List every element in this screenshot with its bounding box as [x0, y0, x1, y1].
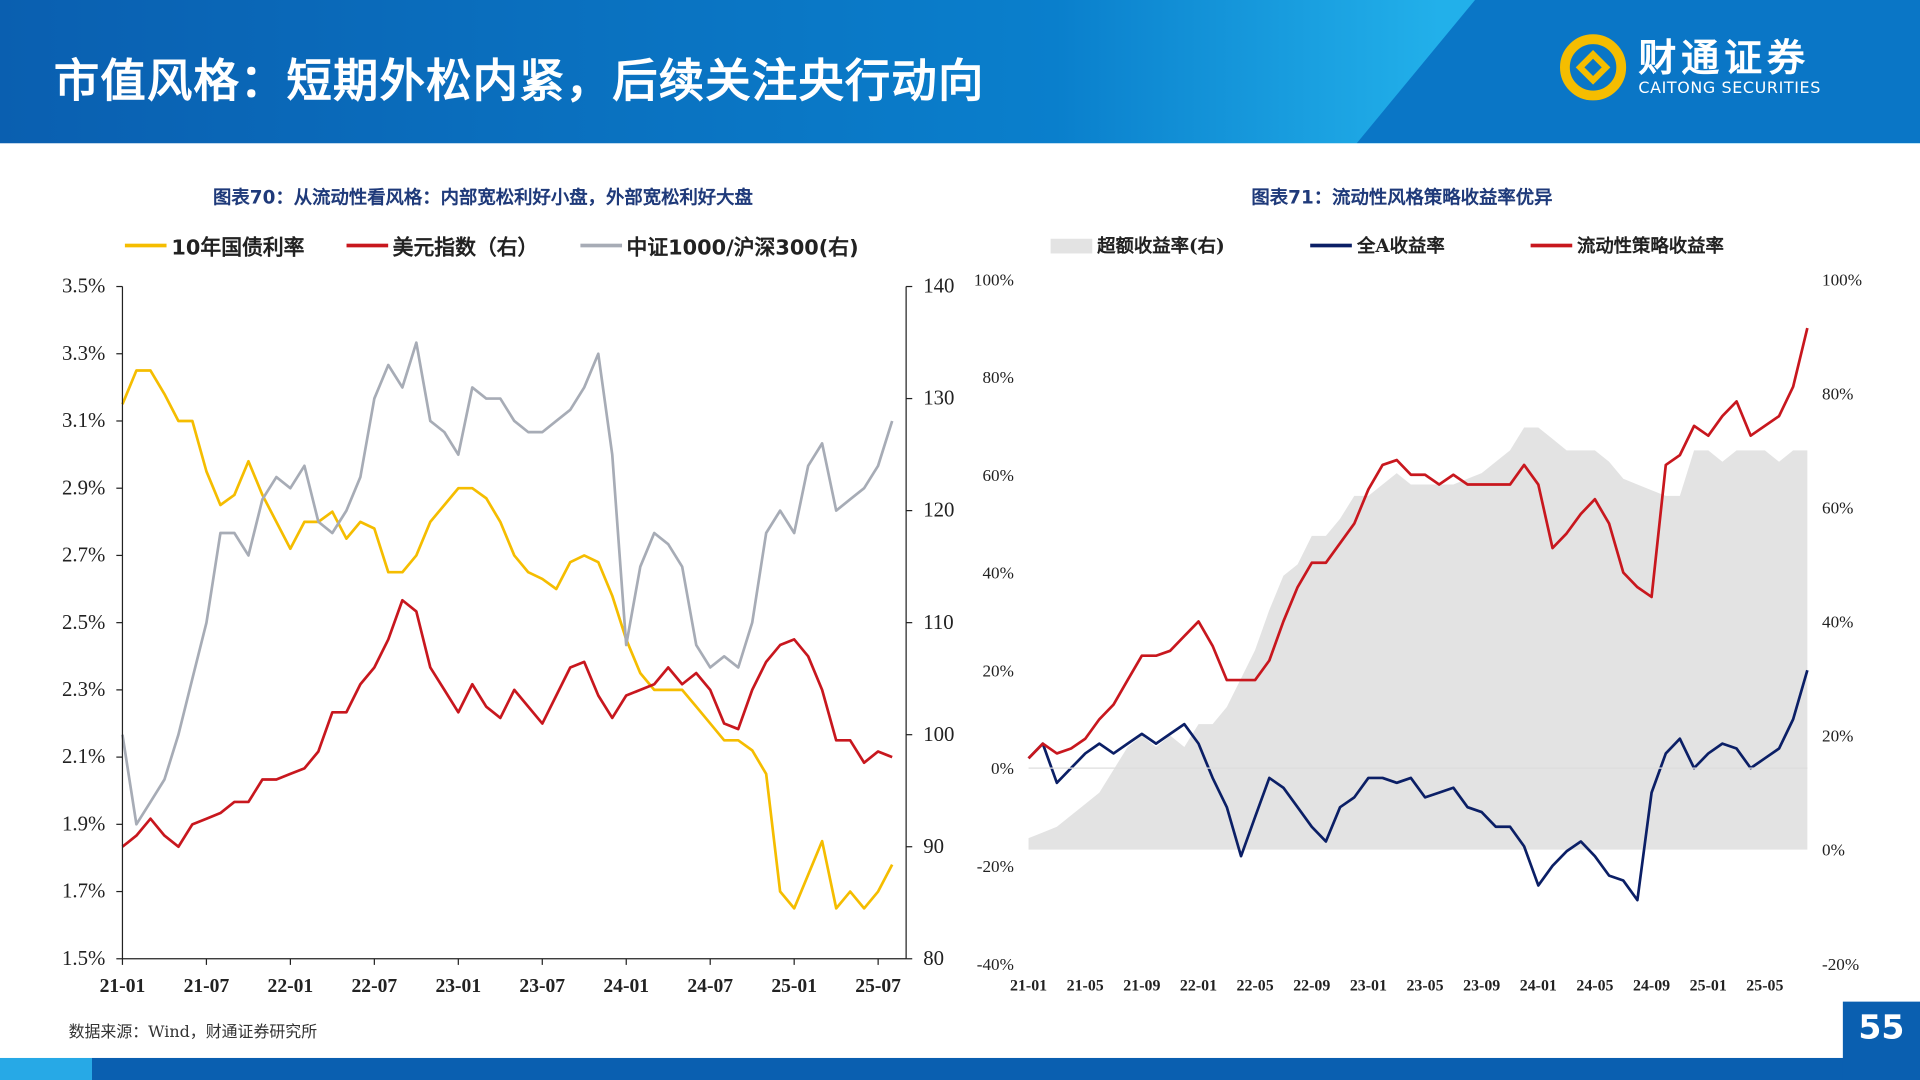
y-left-tick-label: -40%	[977, 955, 1014, 974]
company-logo: 财通证券 CAITONG SECURITIES	[1558, 32, 1821, 103]
header-banner: 市值风格：短期外松内紧，后续关注央行动向 财通证券 CAITONG SECURI…	[0, 0, 1920, 144]
x-tick-label: 21-05	[1067, 978, 1104, 995]
y-right-tick-label: 0%	[1822, 841, 1845, 860]
y-left-tick-label: 60%	[982, 466, 1013, 485]
x-tick-label: 21-07	[184, 976, 230, 997]
y-right-tick-label: 40%	[1822, 613, 1853, 632]
y-right-tick-label: 140	[923, 274, 954, 298]
y-right-tick-label: 100%	[1822, 270, 1862, 289]
x-tick-label: 25-07	[855, 976, 901, 997]
y-left-tick-label: 3.1%	[62, 408, 105, 432]
page-title: 市值风格：短期外松内紧，后续关注央行动向	[53, 55, 985, 108]
y-right-tick-label: 80%	[1822, 384, 1853, 403]
chart70-legend: 10年国债利率 美元指数（右） 中证1000/沪深300(右)	[124, 230, 900, 261]
series-line-1	[121, 598, 893, 849]
x-tick-label: 24-05	[1576, 978, 1613, 995]
x-tick-label: 22-09	[1293, 978, 1330, 995]
logo-ring-icon	[1560, 34, 1627, 101]
legend-label: 全A收益率	[1356, 235, 1445, 258]
y-left-tick-label: 2.1%	[62, 744, 105, 768]
chart70-title: 图表70：从流动性看风格：内部宽松利好小盘，外部宽松利好大盘	[213, 186, 753, 209]
legend-item: 流动性策略收益率	[1530, 233, 1724, 259]
y-left-tick-label: 1.7%	[62, 879, 105, 903]
legend-label: 10年国债利率	[171, 236, 305, 261]
x-tick-label: 21-01	[1010, 978, 1047, 995]
legend-item: 10年国债利率	[124, 230, 305, 261]
y-right-tick-label: 80	[923, 946, 944, 970]
series-line-2	[1027, 327, 1809, 760]
y-right-tick-label: 120	[923, 498, 954, 522]
footer-bar	[0, 1057, 1920, 1080]
y-right-tick-label: 20%	[1822, 727, 1853, 746]
y-left-tick-label: 1.9%	[62, 811, 105, 835]
page-number: 55	[1842, 1001, 1920, 1080]
legend-label: 流动性策略收益率	[1576, 235, 1724, 258]
x-tick-label: 24-01	[1520, 978, 1557, 995]
y-right-tick-label: -20%	[1822, 955, 1859, 974]
x-tick-label: 21-09	[1123, 978, 1160, 995]
legend-label: 中证1000/沪深300(右)	[626, 236, 859, 261]
series-line-0	[121, 369, 894, 910]
legend-item: 超额收益率(右)	[1050, 233, 1225, 259]
y-left-tick-label: 2.3%	[62, 677, 105, 701]
x-tick-label: 25-05	[1746, 978, 1783, 995]
y-left-tick-label: 2.9%	[62, 475, 105, 499]
x-tick-label: 23-09	[1463, 978, 1500, 995]
x-tick-label: 23-07	[519, 976, 565, 997]
y-right-tick-label: 90	[923, 834, 944, 858]
x-tick-label: 23-05	[1406, 978, 1443, 995]
y-right-tick-label: 130	[923, 386, 954, 410]
y-left-tick-label: -20%	[977, 857, 1014, 876]
x-tick-label: 22-07	[352, 976, 398, 997]
series-line-2	[121, 341, 894, 826]
y-right-tick-label: 110	[923, 610, 953, 634]
y-left-tick-label: 0%	[991, 759, 1014, 778]
series-line-1	[1027, 669, 1809, 902]
x-tick-label: 23-01	[435, 976, 481, 997]
legend-item: 中证1000/沪深300(右)	[580, 230, 859, 261]
x-tick-label: 22-01	[268, 976, 314, 997]
chart71-legend: 超额收益率(右) 全A收益率 流动性策略收益率	[1050, 233, 1766, 259]
x-tick-label: 24-07	[687, 976, 733, 997]
y-left-tick-label: 100%	[974, 270, 1014, 289]
data-source: 数据来源：Wind，财通证券研究所	[68, 1023, 318, 1043]
x-tick-label: 23-01	[1350, 978, 1387, 995]
y-right-tick-label: 60%	[1822, 498, 1853, 517]
x-tick-label: 25-01	[771, 976, 817, 997]
x-tick-label: 24-01	[603, 976, 649, 997]
y-left-tick-label: 3.3%	[62, 341, 105, 365]
y-left-tick-label: 2.5%	[62, 610, 105, 634]
y-left-tick-label: 2.7%	[62, 543, 105, 567]
y-left-tick-label: 20%	[982, 661, 1013, 680]
legend-item: 美元指数（右）	[346, 230, 538, 261]
legend-item: 全A收益率	[1310, 233, 1445, 259]
logo-chinese: 财通证券	[1638, 36, 1810, 81]
x-tick-label: 22-05	[1237, 978, 1274, 995]
legend-label: 美元指数（右）	[392, 236, 539, 261]
y-left-tick-label: 80%	[982, 368, 1013, 387]
x-tick-label: 25-01	[1690, 978, 1727, 995]
y-left-tick-label: 1.5%	[62, 946, 105, 970]
chart71-title: 图表71：流动性风格策略收益率优异	[1251, 186, 1553, 209]
y-left-tick-label: 40%	[982, 564, 1013, 583]
legend-label: 超额收益率(右)	[1097, 235, 1225, 258]
x-tick-label: 22-01	[1180, 978, 1217, 995]
x-tick-label: 21-01	[100, 976, 146, 997]
y-left-tick-label: 3.5%	[62, 274, 105, 298]
logo-english: CAITONG SECURITIES	[1638, 78, 1821, 98]
y-right-tick-label: 100	[923, 722, 954, 746]
x-tick-label: 24-09	[1633, 978, 1670, 995]
